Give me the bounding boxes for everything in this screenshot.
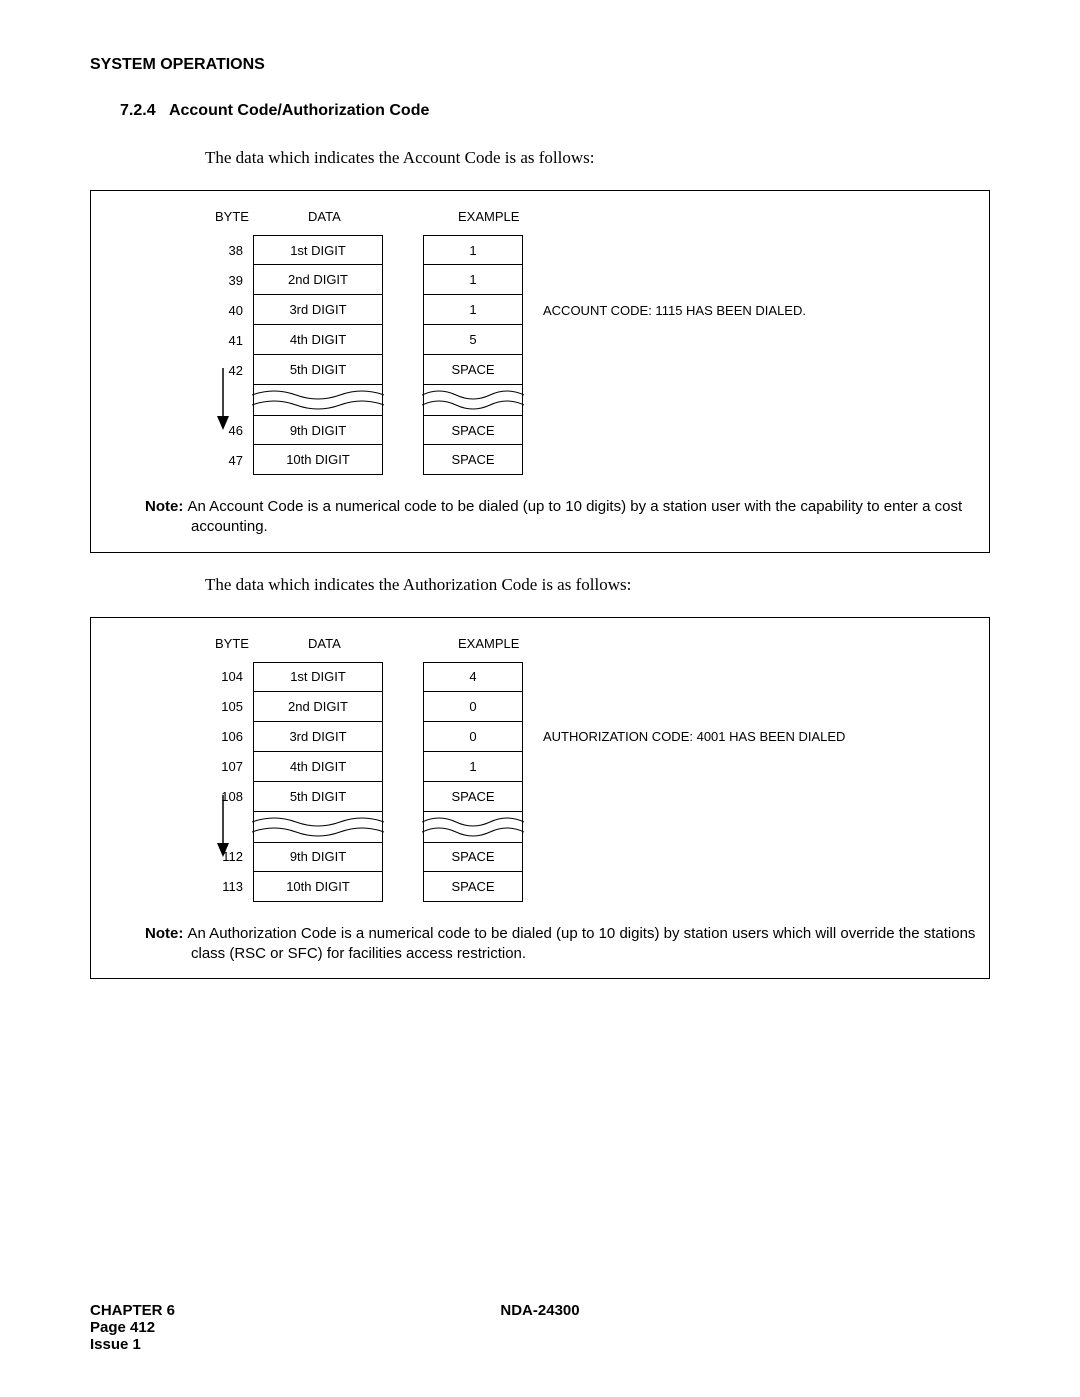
data-cell: 3rd DIGIT: [253, 295, 383, 325]
byte-cell: 47: [103, 453, 253, 468]
table-row: 42 5th DIGIT SPACE: [103, 355, 977, 385]
byte-cell: 41: [103, 333, 253, 348]
example-cell: SPACE: [423, 415, 523, 445]
data-cell: 3rd DIGIT: [253, 722, 383, 752]
table-row: 40 3rd DIGIT 1 ACCOUNT CODE: 1115 HAS BE…: [103, 295, 977, 325]
table-row: 105 2nd DIGIT 0: [103, 692, 977, 722]
col-byte-label: BYTE: [215, 636, 249, 651]
table-row: 38 1st DIGIT 1: [103, 235, 977, 265]
example-cell: 5: [423, 325, 523, 355]
example-cell: SPACE: [423, 842, 523, 872]
col-byte-label: BYTE: [215, 209, 249, 224]
table-row: 112 9th DIGIT SPACE: [103, 842, 977, 872]
table-row: 41 4th DIGIT 5: [103, 325, 977, 355]
page-header: SYSTEM OPERATIONS: [90, 56, 990, 74]
table-row: 46 9th DIGIT SPACE: [103, 415, 977, 445]
example-cell: 1: [423, 265, 523, 295]
example-cell: SPACE: [423, 445, 523, 475]
byte-cell: 113: [103, 879, 253, 894]
example-cell: 4: [423, 662, 523, 692]
byte-cell: 106: [103, 729, 253, 744]
example-cell: 0: [423, 692, 523, 722]
wave-break-icon: [423, 812, 523, 842]
data-cell: 1st DIGIT: [253, 662, 383, 692]
auth-rows: 104 1st DIGIT 4 105 2nd DIGIT 0 106 3rd …: [103, 662, 977, 902]
footer-page: Page 412: [90, 1319, 990, 1336]
table-row: 39 2nd DIGIT 1: [103, 265, 977, 295]
example-cell: SPACE: [423, 782, 523, 812]
col-data-label: DATA: [308, 636, 341, 651]
data-cell: 5th DIGIT: [253, 782, 383, 812]
example-cell: 1: [423, 752, 523, 782]
example-cell: 1: [423, 235, 523, 265]
table-row: 113 10th DIGIT SPACE: [103, 872, 977, 902]
table-row: 104 1st DIGIT 4: [103, 662, 977, 692]
col-example-label: EXAMPLE: [458, 209, 519, 224]
wave-break-icon: [253, 812, 383, 842]
account-note: Note: An Account Code is a numerical cod…: [145, 497, 977, 538]
wave-break-icon: [423, 385, 523, 415]
table-row: 106 3rd DIGIT 0 AUTHORIZATION CODE: 4001…: [103, 722, 977, 752]
example-cell: SPACE: [423, 872, 523, 902]
arrow-down-icon: [215, 368, 231, 430]
byte-cell: 105: [103, 699, 253, 714]
auth-note: Note: An Authorization Code is a numeric…: [145, 924, 977, 965]
section-heading: 7.2.4 Account Code/Authorization Code: [120, 102, 990, 120]
data-cell: 9th DIGIT: [253, 415, 383, 445]
data-cell: 10th DIGIT: [253, 445, 383, 475]
byte-cell: 40: [103, 303, 253, 318]
data-cell: 10th DIGIT: [253, 872, 383, 902]
byte-cell: 39: [103, 273, 253, 288]
col-data-label: DATA: [308, 209, 341, 224]
data-cell: 5th DIGIT: [253, 355, 383, 385]
wave-break-icon: [253, 385, 383, 415]
section-number: 7.2.4: [120, 102, 156, 119]
data-cell: 9th DIGIT: [253, 842, 383, 872]
account-rows: 38 1st DIGIT 1 39 2nd DIGIT 1 40 3rd DIG…: [103, 235, 977, 475]
note-label: Note:: [145, 498, 183, 515]
byte-cell: 38: [103, 243, 253, 258]
data-cell: 4th DIGIT: [253, 752, 383, 782]
auth-diagram: BYTE DATA EXAMPLE 104 1st DIGIT 4 105 2n…: [90, 617, 990, 980]
example-cell: 0: [423, 722, 523, 752]
auth-intro: The data which indicates the Authorizati…: [205, 575, 990, 595]
account-annotation: ACCOUNT CODE: 1115 HAS BEEN DIALED.: [543, 303, 806, 318]
data-cell: 1st DIGIT: [253, 235, 383, 265]
byte-cell: 104: [103, 669, 253, 684]
note-label: Note:: [145, 925, 183, 942]
auth-col-headers: BYTE DATA EXAMPLE: [103, 636, 977, 656]
data-cell: 2nd DIGIT: [253, 265, 383, 295]
byte-cell: 107: [103, 759, 253, 774]
break-row: [103, 385, 977, 415]
break-row: [103, 812, 977, 842]
arrow-down-icon: [215, 795, 231, 857]
example-cell: 1: [423, 295, 523, 325]
footer-issue: Issue 1: [90, 1336, 990, 1353]
account-intro: The data which indicates the Account Cod…: [205, 148, 990, 168]
note-text: An Authorization Code is a numerical cod…: [188, 925, 976, 962]
example-cell: SPACE: [423, 355, 523, 385]
data-cell: 4th DIGIT: [253, 325, 383, 355]
data-cell: 2nd DIGIT: [253, 692, 383, 722]
col-example-label: EXAMPLE: [458, 636, 519, 651]
account-col-headers: BYTE DATA EXAMPLE: [103, 209, 977, 229]
page-footer: CHAPTER 6 NDA-24300 Page 412 Issue 1: [90, 1302, 990, 1353]
table-row: 108 5th DIGIT SPACE: [103, 782, 977, 812]
account-diagram: BYTE DATA EXAMPLE 38 1st DIGIT 1 39 2nd …: [90, 190, 990, 553]
auth-annotation: AUTHORIZATION CODE: 4001 HAS BEEN DIALED: [543, 729, 845, 744]
note-text: An Account Code is a numerical code to b…: [188, 498, 963, 535]
table-row: 47 10th DIGIT SPACE: [103, 445, 977, 475]
table-row: 107 4th DIGIT 1: [103, 752, 977, 782]
section-title: Account Code/Authorization Code: [169, 102, 429, 119]
footer-doc: NDA-24300: [90, 1302, 990, 1319]
